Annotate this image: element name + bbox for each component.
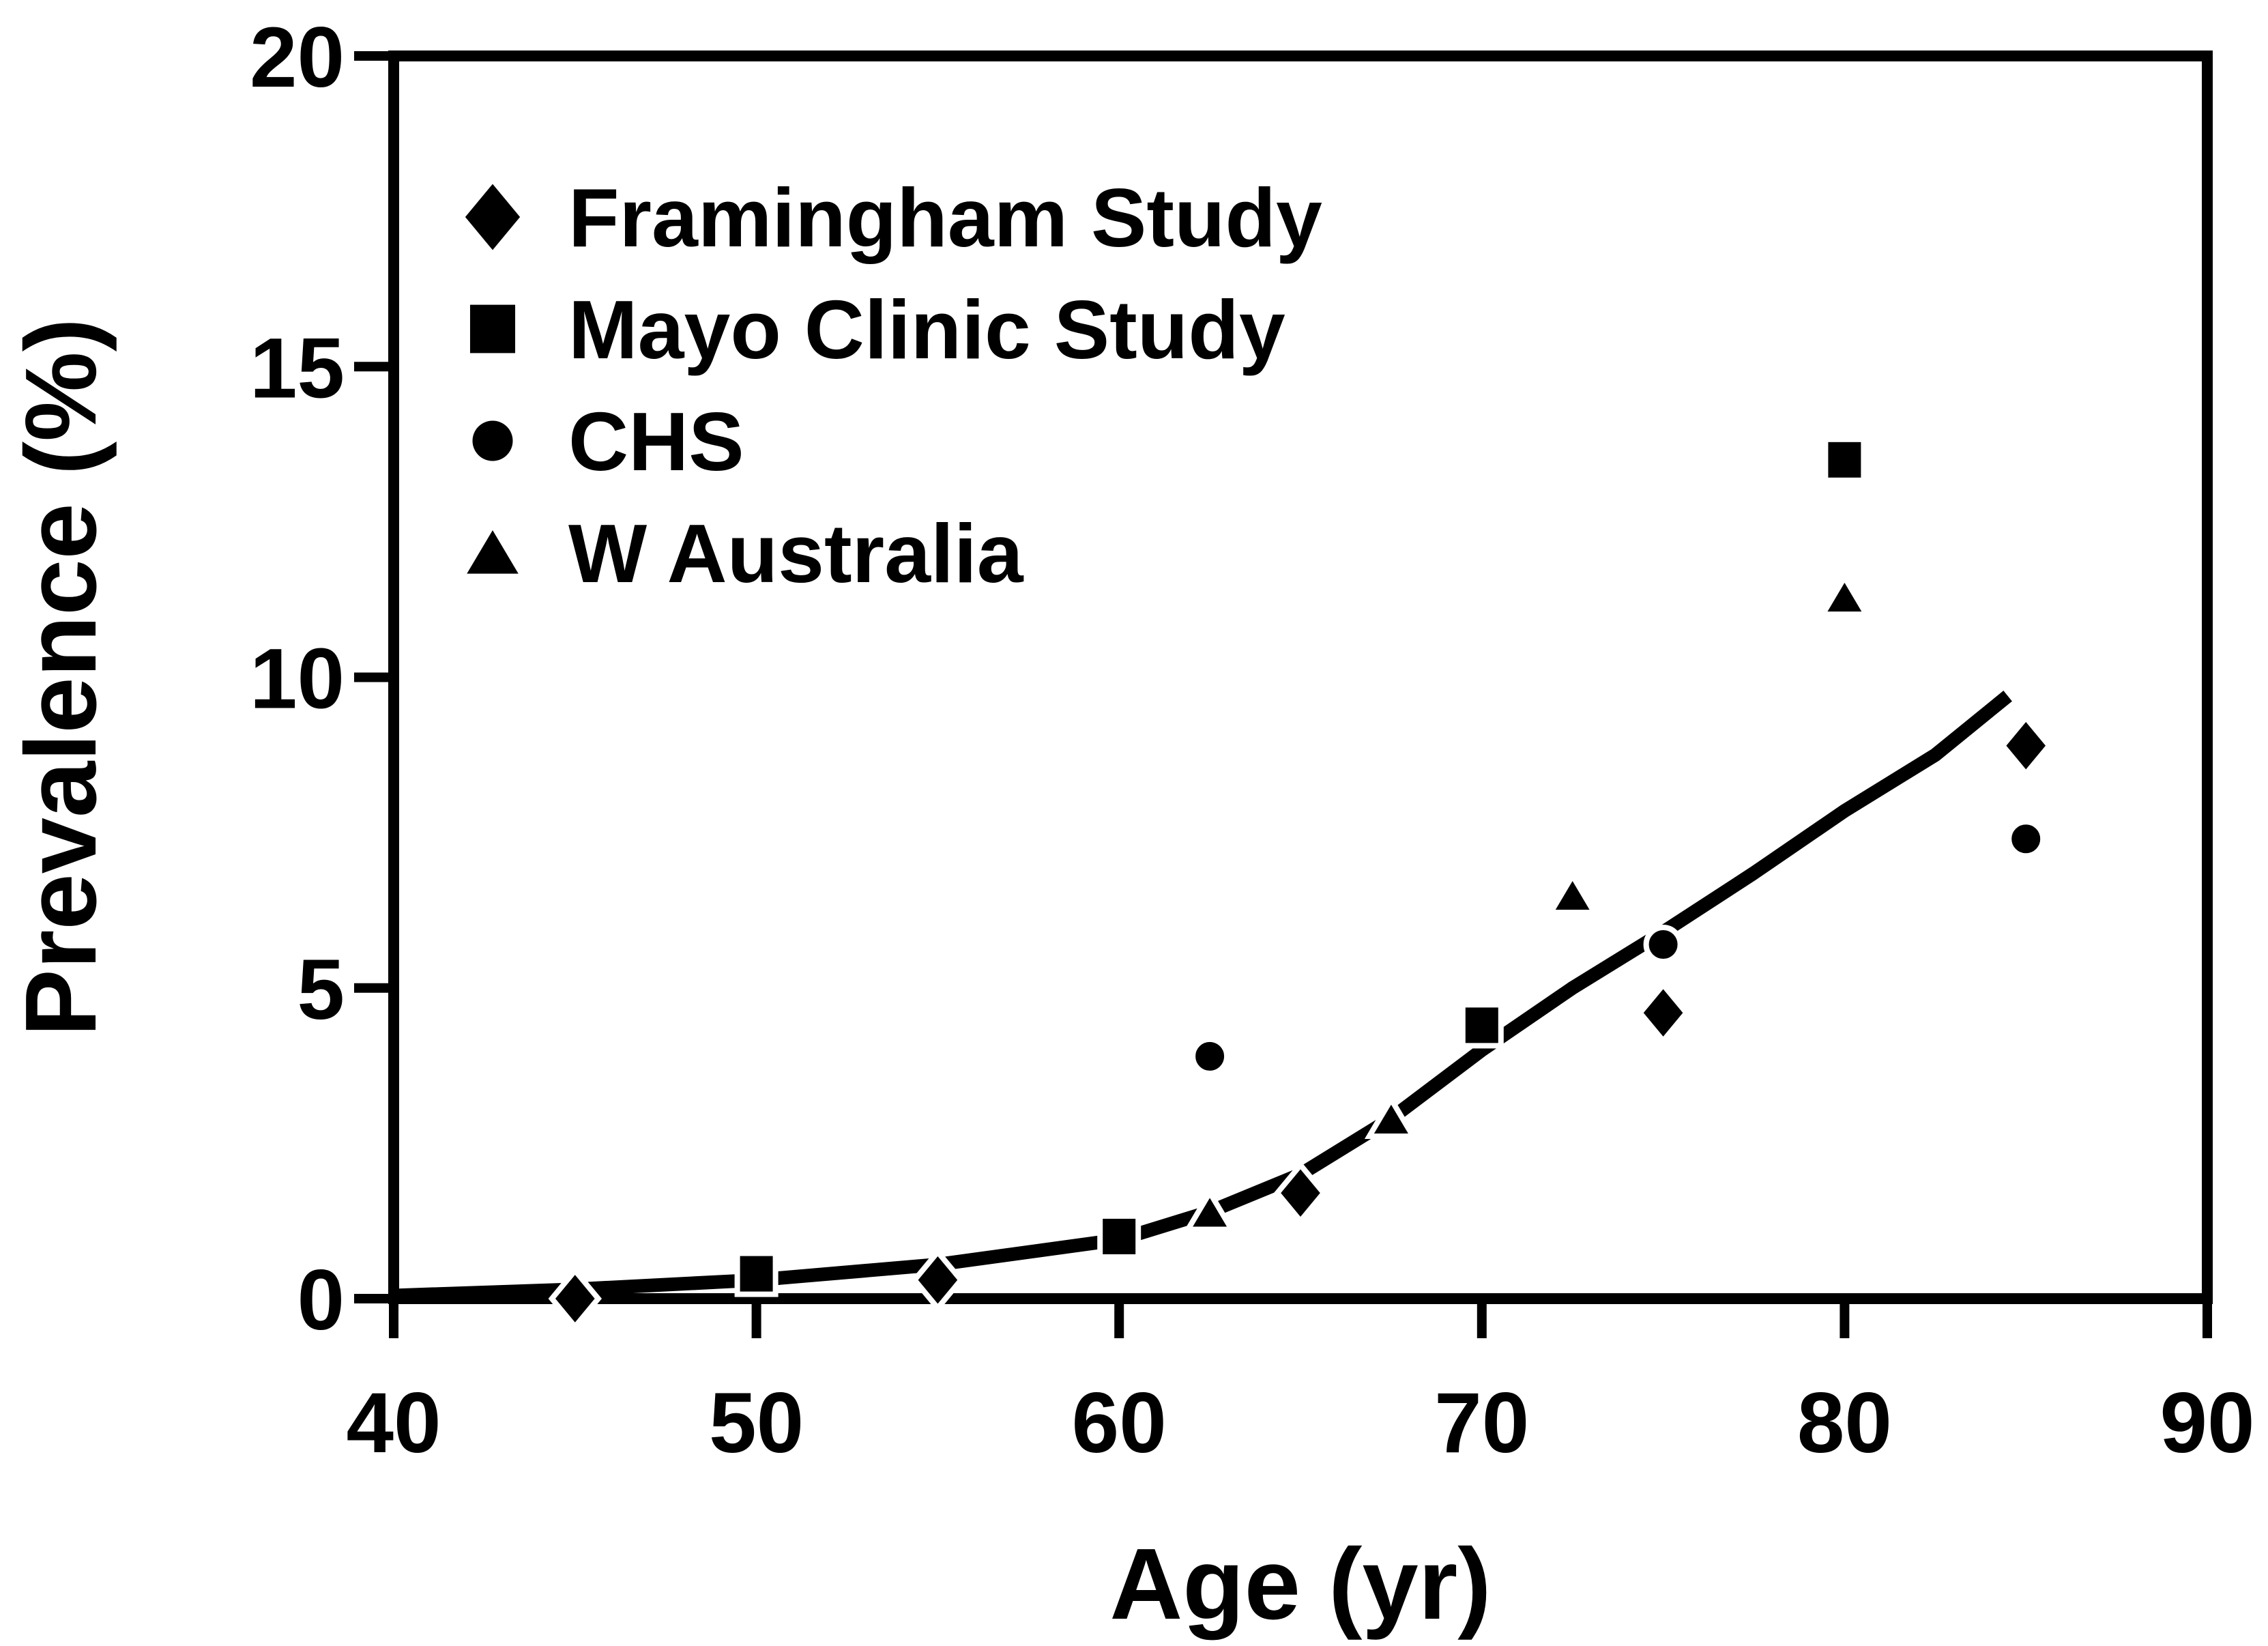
y-axis-label: Prevalence (%) [5, 318, 117, 1037]
data-point-mayo-clinic-study [1097, 1213, 1142, 1260]
data-point-w-australia [1183, 1187, 1237, 1232]
x-tick-label: 80 [1797, 1376, 1892, 1471]
data-point-w-australia [1818, 572, 1872, 618]
legend-label: W Australia [568, 507, 1024, 600]
data-point-framingham-study [1273, 1160, 1328, 1226]
data-point-chs [1643, 925, 1683, 965]
y-tick-label: 15 [250, 321, 345, 416]
data-point-framingham-study [548, 1266, 602, 1331]
y-tick-label: 0 [297, 1253, 345, 1348]
data-point-w-australia [1545, 870, 1599, 916]
data-point-framingham-study [1636, 980, 1690, 1045]
legend: Framingham Study Mayo Clinic Study CHS W Au… [465, 171, 1322, 600]
data-point-mayo-clinic-study [734, 1250, 779, 1297]
data-point-chs [1190, 1036, 1230, 1076]
data-point-framingham-study [911, 1247, 965, 1312]
y-tick-label: 20 [250, 10, 345, 105]
x-tick-label: 50 [709, 1376, 804, 1471]
x-tick-label: 60 [1072, 1376, 1167, 1471]
x-axis-label: Age (yr) [1109, 1528, 1491, 1641]
legend-marker-circle-icon [472, 420, 513, 461]
plot-frame [388, 50, 2213, 1304]
legend-marker-triangle-icon [467, 530, 519, 574]
y-tick-label: 5 [297, 942, 345, 1037]
legend-marker-diamond-icon [465, 184, 521, 250]
legend-item: W Australia [467, 507, 1024, 600]
data-point-mayo-clinic-study [1459, 1002, 1504, 1049]
data-point-mayo-clinic-study [1822, 436, 1867, 483]
x-tick-label: 90 [2160, 1376, 2254, 1471]
data-point-chs [2006, 819, 2046, 859]
legend-item: Mayo Clinic Study [469, 283, 1285, 376]
data-point-framingham-study [1999, 713, 2053, 778]
legend-marker-square-icon [469, 304, 516, 353]
x-tick-label: 40 [346, 1376, 441, 1471]
legend-item: Framingham Study [465, 171, 1322, 264]
legend-label: Mayo Clinic Study [568, 283, 1285, 376]
data-point-w-australia [1364, 1094, 1418, 1139]
legend-label: Framingham Study [568, 171, 1322, 264]
legend-label: CHS [568, 395, 744, 488]
x-tick-label: 70 [1434, 1376, 1529, 1471]
y-tick-label: 10 [250, 632, 345, 727]
legend-item: CHS [472, 395, 744, 488]
